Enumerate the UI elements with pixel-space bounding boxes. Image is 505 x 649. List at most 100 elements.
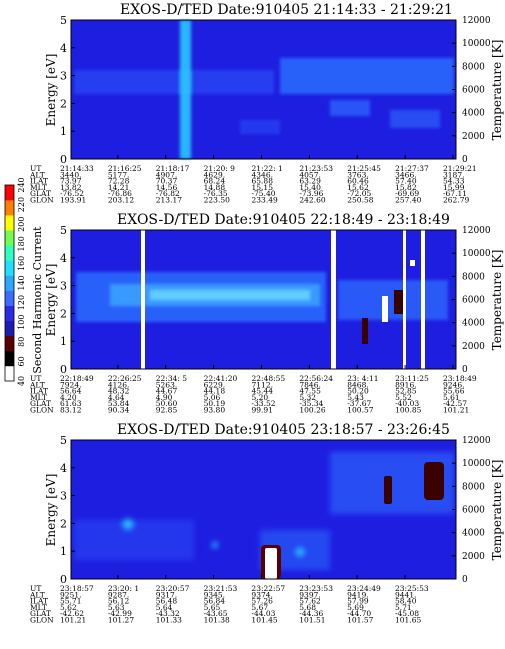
panel-2-gap-4	[421, 230, 425, 369]
colorbar-tick-label: 100	[17, 315, 26, 330]
panel-1-cell: 15.62	[347, 183, 369, 192]
panel-1-row-label: GLON	[30, 196, 54, 205]
panel-3-spike	[265, 548, 277, 579]
panel-1-plot-area	[70, 19, 457, 160]
panel-2-cell: 92.85	[156, 406, 178, 415]
panel-3-y2-tick-label: 2000	[462, 552, 485, 562]
panel-1-ylabel: Energy [eV]	[44, 54, 58, 127]
colorbar-swatch	[5, 260, 14, 276]
panel-3-y-tick-label: 5	[60, 434, 67, 447]
panel-3-cell: 9374.	[251, 590, 272, 599]
panel-1-cell: 5177.	[108, 170, 129, 179]
colorbar-ticks: 40 60 80 100 120 140 160 180 200 220 240	[17, 177, 26, 386]
panel-2-cell: 9246.	[443, 380, 464, 389]
panel-2-cell: 61.63	[60, 399, 82, 408]
panel-2-cell: 22:48:55	[252, 374, 286, 383]
panel-3-row-label: UT	[30, 584, 41, 593]
panel-3: EXOS-D/TED Date:910405 23:18:57 - 23:26:…	[29, 422, 504, 625]
panel-3-y-tick-label: 2	[60, 517, 67, 530]
panel-1-orbit-table: UT 21:14:33 21:16:25 21:18:17 21:20: 9 21:22:…	[29, 155, 477, 205]
panel-2-cell: 90.34	[108, 406, 130, 415]
panel-1-row-label: ALT	[29, 170, 45, 179]
panel-2-row-label: UT	[30, 374, 41, 383]
panel-3-ylabel-right: Temperature [K]	[490, 460, 504, 561]
panel-2-title: EXOS-D/TED Date:910405 22:18:49 - 23:18:…	[117, 212, 450, 228]
panel-2-ylabel: Energy [eV]	[44, 264, 58, 337]
panel-1-cell: 14.88	[204, 183, 226, 192]
panel-2-cell: -35.34	[299, 399, 323, 408]
panel-1-cell: 14.21	[108, 183, 129, 192]
panel-1-cell: 4907.	[156, 170, 177, 179]
panel-1-cell: -76.35	[204, 189, 228, 198]
panel-2-cell: 53.84	[108, 399, 130, 408]
panel-2-cell: 22:34: 5	[156, 374, 188, 383]
panel-1-y-ticks: 0 1 2 3 4 5	[60, 14, 75, 166]
panel-3-y2-tick-label: 12000	[462, 436, 491, 446]
panel-3-cell: 5.62	[60, 603, 77, 612]
panel-2-cell: 22:26:25	[108, 374, 142, 383]
panel-1-cell: 233.49	[252, 196, 278, 205]
panel-1-cell: 15.40	[299, 183, 321, 192]
panel-2-cell: 4126.	[108, 380, 129, 389]
panel-1-cell: 21:14:33	[60, 164, 94, 173]
panel-3-cell: -43.32	[156, 609, 180, 618]
panel-1-cell: 4629.	[204, 170, 225, 179]
panel-1-cell: 15.99	[443, 183, 465, 192]
panel-1-cell: 72.28	[108, 177, 130, 186]
colorbar-tick-label: 240	[17, 177, 26, 192]
panel-1-patch-b	[390, 110, 440, 128]
panel-1-cell: 21:27:37	[395, 164, 429, 173]
panel-3-cell: 101.45	[251, 616, 277, 625]
colorbar-swatch	[5, 320, 14, 337]
panel-3-cell: 5.64	[156, 603, 173, 612]
panel-3-y2-tick-label: 10000	[462, 459, 491, 469]
panel-1-ylabel-right: Temperature [K]	[490, 40, 504, 141]
panel-2-cell: 50.60	[156, 399, 178, 408]
panel-1-cell: 262.79	[443, 196, 469, 205]
panel-2-cell: 23:18:49	[443, 374, 477, 383]
panel-1-cell: 15.15	[252, 183, 274, 192]
panel-1-cell: 15.82	[395, 183, 417, 192]
panel-3-dark-blob-a	[424, 462, 444, 500]
panel-3-cell: 23:25:53	[395, 584, 429, 593]
panel-1-y2-tick-label: 6000	[462, 86, 485, 96]
panel-1-cell: 250.58	[347, 196, 373, 205]
panel-2-y2-tick-label: 12000	[462, 226, 491, 236]
panel-3-cell: -44.03	[251, 609, 275, 618]
panel-1-y-tick-label: 4	[60, 42, 67, 55]
panel-1-cell: -75.40	[252, 189, 276, 198]
panel-2-cell: -42.57	[443, 399, 467, 408]
panel-1-y2-tick-label: 10000	[462, 39, 491, 49]
panel-3-y2-tick-label: 8000	[462, 482, 485, 492]
panel-3-cell: 5.65	[204, 603, 221, 612]
panel-2-cell: 44.18	[204, 387, 226, 396]
panel-2-y2-tick-label: 4000	[462, 319, 485, 329]
panel-3-row-label: GLAT	[30, 609, 51, 618]
panel-2-y-tick-label: 3	[60, 280, 67, 293]
panel-3-row-label: MLT	[30, 603, 47, 612]
panel-3-cell: 23:20:57	[156, 584, 190, 593]
panel-1-cell: 3440.	[60, 170, 81, 179]
panel-3-cell: -43.65	[204, 609, 228, 618]
panel-1-y-tick-label: 3	[60, 70, 67, 83]
panel-3-ylabel: Energy [eV]	[44, 474, 58, 547]
panel-3-band-left	[74, 520, 194, 560]
panel-1-cell: 73.97	[60, 177, 82, 186]
colorbar-swatch	[5, 335, 14, 352]
panel-1-band-left	[74, 70, 274, 94]
panel-1-y2-ticks: 0 2000 4000 6000 8000 10000 12000	[452, 16, 491, 165]
colorbar-swatches	[5, 185, 14, 382]
panel-1-cell: 4346.	[252, 170, 273, 179]
panel-1-cell: 203.12	[108, 196, 134, 205]
panel-2-y2-tick-label: 0	[462, 365, 468, 375]
panel-1-row-label: MLT	[30, 183, 47, 192]
colorbar-swatch	[5, 185, 14, 201]
panel-2-cell: 7112.	[252, 380, 273, 389]
panel-3-cell: 56.84	[204, 597, 226, 606]
colorbar-swatch	[5, 365, 14, 382]
panel-2-cell: 56.64	[60, 387, 82, 396]
panel-3-cell: 5.67	[251, 603, 268, 612]
panel-1-cell: 14.56	[156, 183, 178, 192]
panel-2-cell: 4.90	[156, 393, 173, 402]
panel-3-cell: 57.26	[251, 597, 273, 606]
